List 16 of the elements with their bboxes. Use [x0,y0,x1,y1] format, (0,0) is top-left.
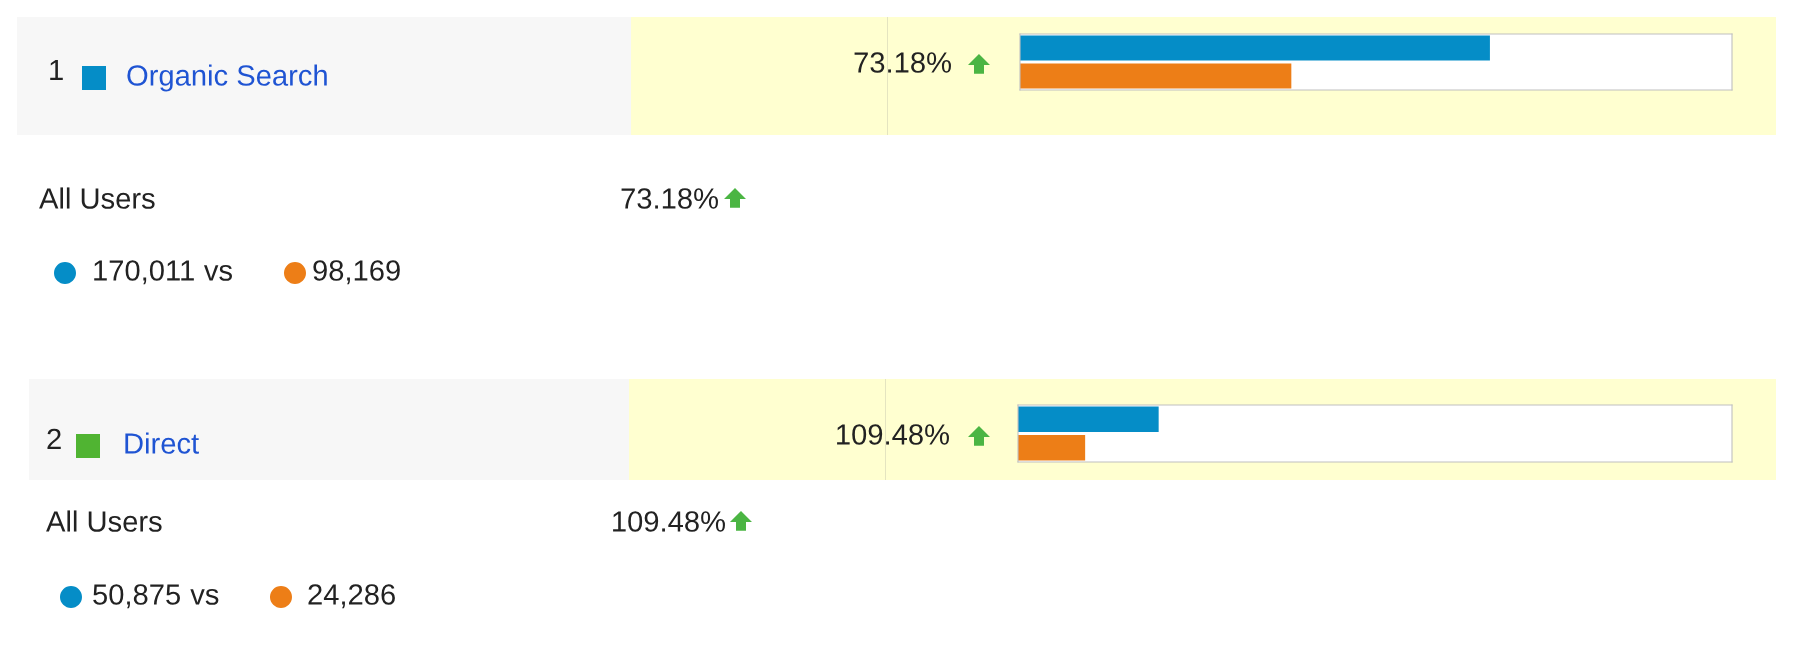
text: 50,875 [93,584,180,609]
text: 73.18% [621,188,718,209]
text: All Users [39,187,155,209]
text: 73.18% [854,52,951,73]
text: 1 [50,59,63,80]
text: 109.48% [837,424,949,445]
text: Direct [125,432,199,454]
text: 109.48% [613,511,725,532]
text: Organic Search [127,64,327,92]
text: 98,169 [313,260,400,285]
text: All Users [46,510,162,532]
text: 170,011 [94,260,194,285]
text: vs [203,264,232,281]
text: vs [190,588,219,605]
text: 2 [47,428,61,449]
text: 24,286 [308,584,395,609]
